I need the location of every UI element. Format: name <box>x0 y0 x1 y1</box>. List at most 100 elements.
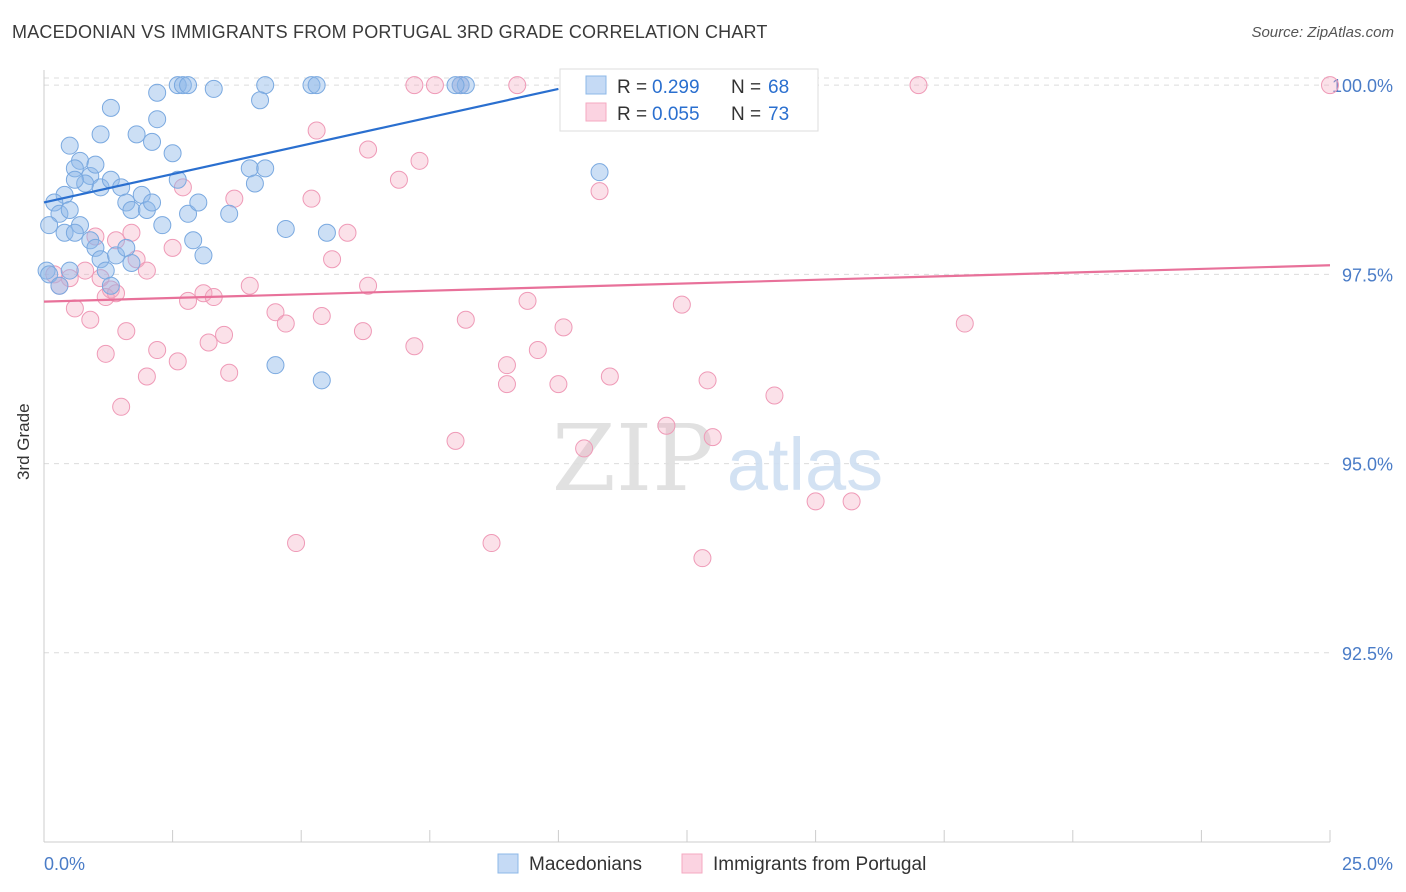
portugal-point <box>575 439 594 458</box>
chart-title: MACEDONIAN VS IMMIGRANTS FROM PORTUGAL 3… <box>12 22 768 42</box>
watermark-atlas: atlas <box>727 423 883 506</box>
portugal-point <box>842 492 861 511</box>
macedonian-point <box>153 216 172 235</box>
macedonian-point <box>86 155 105 174</box>
macedonian-point <box>76 174 95 193</box>
legend-n-label: N = <box>731 77 761 98</box>
portugal-point <box>1321 76 1339 95</box>
macedonian-point <box>148 83 167 102</box>
y-tick-label: 92.5% <box>1342 644 1393 664</box>
macedonian-point <box>127 125 146 144</box>
macedonian-point <box>256 76 275 95</box>
source-label: Source: ZipAtlas.com <box>1251 24 1394 41</box>
macedonian-point <box>60 136 79 155</box>
y-tick-label: 100.0% <box>1332 76 1393 96</box>
portugal-point <box>60 269 79 288</box>
legend-n-label: N = <box>731 104 761 125</box>
legend-r-label: R = <box>617 104 647 125</box>
portugal-point <box>240 276 259 295</box>
macedonian-point <box>220 204 239 223</box>
portugal-point <box>323 250 342 269</box>
portugal-point <box>497 356 516 375</box>
macedonian-point <box>194 246 213 265</box>
macedonian-point <box>179 204 198 223</box>
stats-legend: R = 0.299 N = 68 R = 0.055 N = 73 <box>559 68 819 132</box>
macedonian-point <box>122 201 141 220</box>
portugal-point <box>137 261 156 280</box>
portugal-point <box>600 367 619 386</box>
trend-line-macedonians <box>43 87 559 204</box>
macedonian-point <box>50 276 69 295</box>
trend-lines <box>43 87 1331 303</box>
macedonian-point <box>96 261 115 280</box>
macedonian-point <box>451 76 470 95</box>
macedonian-point <box>317 223 336 242</box>
portugal-point <box>338 223 357 242</box>
macedonian-point <box>179 76 198 95</box>
macedonian-point <box>86 238 105 257</box>
portugal-point <box>389 170 408 189</box>
macedonian-point <box>40 216 59 235</box>
portugal-point <box>225 189 244 208</box>
portugal-point <box>287 534 306 553</box>
portugal-point <box>65 299 84 318</box>
macedonian-point <box>60 201 79 220</box>
macedonian-point <box>168 76 187 95</box>
legend-n-value: 73 <box>768 104 789 125</box>
macedonian-point <box>163 144 182 163</box>
watermark: ZIP atlas <box>552 405 883 512</box>
macedonian-point <box>276 219 295 238</box>
macedonian-point <box>184 231 203 250</box>
portugal-point <box>909 76 928 95</box>
portugal-point <box>148 341 167 360</box>
macedonian-point <box>65 223 84 242</box>
portugal-point <box>359 140 378 159</box>
series-macedonians <box>37 76 609 390</box>
portugal-point <box>518 291 537 310</box>
macedonian-point <box>143 132 162 151</box>
x-tick-label: 25.0% <box>1342 854 1393 874</box>
legend-swatch-macedonians <box>497 853 519 874</box>
macedonian-point <box>55 223 74 242</box>
portugal-point <box>96 344 115 363</box>
macedonian-point <box>107 246 126 265</box>
macedonian-point <box>256 159 275 178</box>
portugal-point <box>497 375 516 394</box>
macedonian-point <box>101 276 120 295</box>
portugal-point <box>312 306 331 325</box>
portugal-point <box>276 314 295 333</box>
portugal-point <box>112 397 131 416</box>
x-tick-label: 0.0% <box>44 854 85 874</box>
portugal-point <box>405 337 424 356</box>
macedonian-point <box>60 261 79 280</box>
legend-n-value: 68 <box>768 77 789 98</box>
macedonian-point <box>122 254 141 272</box>
portugal-point <box>425 76 444 95</box>
portugal-point <box>456 310 475 329</box>
legend-label-macedonians: Macedonians <box>529 854 642 875</box>
portugal-point <box>698 371 717 390</box>
trend-line-portugal <box>43 264 1331 303</box>
portugal-point <box>266 303 285 322</box>
portugal-point <box>199 333 218 352</box>
legend-label-portugal: Immigrants from Portugal <box>713 854 926 875</box>
portugal-point <box>703 428 722 447</box>
macedonian-point <box>307 76 326 95</box>
series-legend: Macedonians Immigrants from Portugal <box>497 853 926 875</box>
portugal-point <box>672 295 691 314</box>
portugal-point <box>410 151 429 170</box>
portugal-point <box>96 288 115 307</box>
macedonian-point <box>266 356 285 375</box>
portugal-point <box>806 492 825 511</box>
portugal-point <box>215 325 234 344</box>
macedonian-point <box>173 76 192 95</box>
legend-r-value: 0.055 <box>652 104 700 125</box>
macedonian-point <box>245 174 264 193</box>
y-tick-label: 95.0% <box>1342 455 1393 475</box>
portugal-point <box>137 367 156 386</box>
macedonian-point <box>251 91 270 110</box>
legend-swatch-pink <box>585 102 607 122</box>
macedonian-point <box>204 79 223 98</box>
portugal-point <box>508 76 527 95</box>
